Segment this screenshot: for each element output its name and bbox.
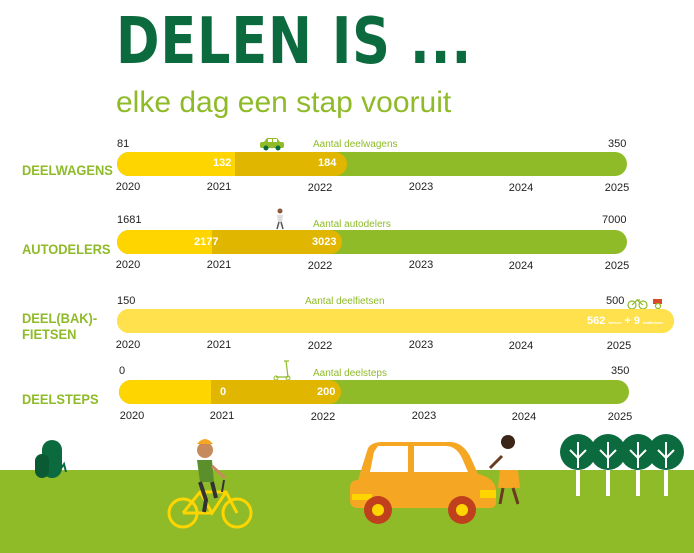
category-label: AUTODELERS	[22, 241, 111, 257]
start-value: 0	[119, 365, 126, 377]
value-2021: 132	[213, 157, 232, 169]
year-label: 2023	[408, 339, 434, 351]
progress-2022	[211, 380, 341, 404]
year-label: 2020	[115, 181, 141, 193]
value-2022: 184	[318, 157, 337, 169]
year-label: 2021	[206, 339, 232, 351]
start-value: 81	[117, 138, 130, 150]
scooter-icon	[273, 360, 291, 381]
value-2022: 3023	[312, 236, 337, 248]
progress-2022	[212, 230, 342, 254]
target-value: 350	[608, 138, 627, 150]
year-label: 2024	[511, 411, 537, 423]
walking-person-icon	[276, 208, 284, 230]
target-value: 7000	[602, 214, 627, 226]
category-label: DEEL(BAK)- FIETSEN	[22, 310, 105, 342]
progress-2021	[119, 380, 211, 404]
progress-2021	[117, 152, 235, 176]
bush-icon	[35, 440, 67, 478]
year-label: 2025	[604, 182, 630, 194]
year-label: 2024	[508, 260, 534, 272]
car-icon	[260, 138, 284, 151]
metric-label: Aantal deelsteps	[313, 368, 387, 379]
progress-track	[117, 309, 674, 333]
progress-2022	[117, 309, 674, 333]
year-label: 2023	[408, 259, 434, 271]
value-2021: 2177	[194, 236, 219, 248]
year-label: 2022	[307, 182, 333, 194]
year-label: 2022	[310, 411, 336, 423]
year-label: 2025	[604, 260, 630, 272]
ground-scene	[0, 434, 694, 553]
year-label: 2025	[607, 411, 633, 423]
year-label: 2020	[119, 410, 145, 422]
progress-2022	[235, 152, 347, 176]
start-value: 1681	[117, 214, 142, 226]
target-value: 500	[606, 295, 625, 307]
cargo-bike-icon	[627, 299, 662, 310]
category-label: DEELWAGENS	[22, 162, 113, 178]
value-2021: 0	[220, 386, 227, 398]
category-label-line2: FIETSEN	[22, 326, 77, 342]
year-label: 2020	[115, 339, 141, 351]
metric-label: Aantal autodelers	[313, 219, 391, 230]
progress-track	[117, 230, 627, 254]
progress-track	[119, 380, 629, 404]
year-label: 2023	[411, 410, 437, 422]
cargo-bikes-note: bakfietsen	[643, 320, 663, 325]
category-label: DEELSTEPS	[22, 391, 99, 407]
year-label: 2022	[307, 260, 333, 272]
year-label: 2021	[206, 181, 232, 193]
trees-icon	[560, 434, 684, 496]
car-illustration	[350, 442, 496, 524]
woman-icon	[488, 435, 520, 505]
value-2022: 200	[317, 386, 336, 398]
progress-track	[117, 152, 627, 176]
year-label: 2020	[115, 259, 141, 271]
progress-2021	[117, 230, 212, 254]
metric-label: Aantal deelfietsen	[305, 296, 385, 307]
category-label-line1: DEEL(BAK)-	[22, 310, 98, 326]
year-label: 2024	[508, 340, 534, 352]
page-title: DELEN IS ...	[116, 5, 473, 79]
year-label: 2022	[307, 340, 333, 352]
page-subtitle: elke dag een stap vooruit	[116, 86, 452, 119]
year-label: 2024	[508, 182, 534, 194]
start-value: 150	[117, 295, 136, 307]
target-value: 350	[611, 365, 630, 377]
year-label: 2021	[209, 410, 235, 422]
cargo-bikes-count: 9	[633, 315, 641, 327]
year-label: 2021	[206, 259, 232, 271]
cyclist-icon	[167, 439, 253, 529]
bikes-note: fietsen	[608, 320, 622, 325]
grass	[0, 470, 694, 553]
plus-sign: +	[624, 315, 631, 327]
value-bikes: 562 fietsen + 9 bakfietsen	[587, 315, 663, 327]
metric-label: Aantal deelwagens	[313, 139, 398, 150]
year-label: 2025	[606, 340, 632, 352]
bikes-count: 562	[587, 315, 606, 327]
year-label: 2023	[408, 181, 434, 193]
